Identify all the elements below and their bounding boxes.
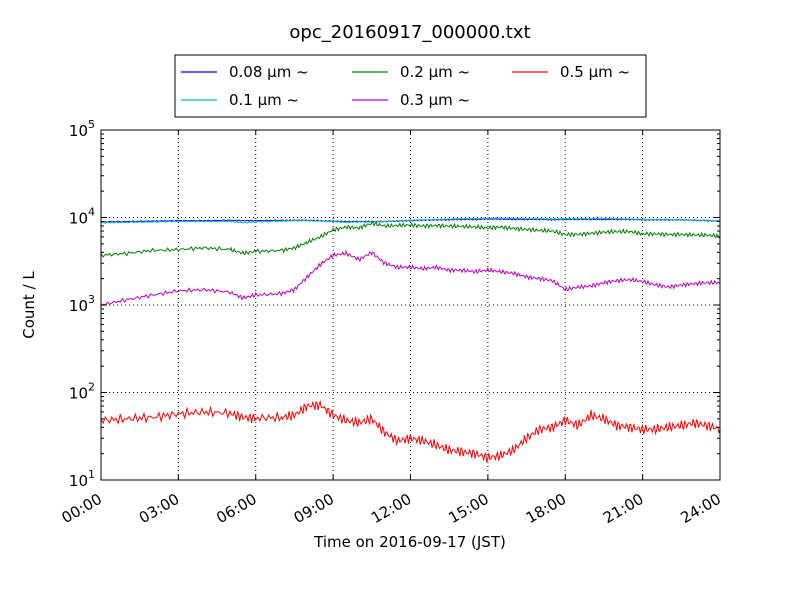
y-tick-label: 104 — [69, 206, 95, 228]
legend-frame — [174, 54, 647, 118]
plot-background — [101, 130, 720, 480]
series-line — [100, 217, 721, 224]
y-tick-label: 102 — [69, 381, 95, 403]
y-tick-label: 101 — [69, 468, 95, 490]
series-line — [100, 249, 721, 307]
legend-entry: 0.1 μm ~ — [229, 91, 299, 109]
ticks — [100, 129, 721, 481]
series-line — [100, 400, 721, 463]
series-group — [100, 217, 721, 463]
legend-entry: 0.2 μm ~ — [400, 63, 470, 81]
chart-title: opc_20160917_000000.txt — [289, 22, 530, 43]
legend: 0.08 μm ~ 0.1 μm ~ 0.2 μm ~ 0.3 μm ~ 0.5 μm … — [174, 54, 647, 118]
y-tick-label: 105 — [69, 118, 95, 140]
legend-entry: 0.3 μm ~ — [400, 91, 470, 109]
plot-area — [100, 129, 721, 481]
series-line — [100, 220, 721, 258]
x-axis-label: Time on 2016-09-17 (JST) — [313, 533, 506, 551]
y-tick-label: 103 — [69, 293, 95, 315]
series-line — [100, 218, 721, 223]
legend-entry: 0.5 μm ~ — [560, 63, 630, 81]
legend-entry: 0.08 μm ~ — [229, 63, 309, 81]
y-axis-label: Count / L — [20, 271, 38, 339]
